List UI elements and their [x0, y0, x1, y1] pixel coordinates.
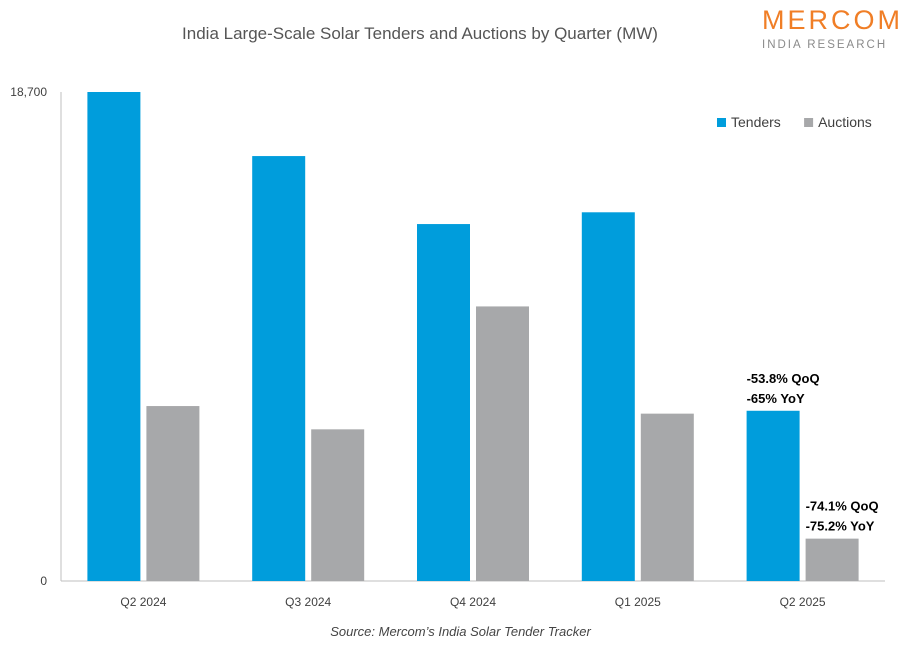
y-tick-label: 0 — [40, 574, 47, 588]
bar-tenders-q1-2025 — [581, 212, 635, 582]
annotation-label: -53.8% QoQ — [747, 371, 820, 386]
x-tick-label: Q2 2025 — [780, 595, 826, 609]
bar-tenders-q2-2025 — [746, 410, 800, 581]
x-tick-label: Q2 2024 — [120, 595, 166, 609]
bar-tenders-q2-2024 — [87, 92, 141, 581]
x-tick-label: Q1 2025 — [615, 595, 661, 609]
bar-auctions-q2-2025 — [805, 538, 859, 581]
legend-swatch-auctions — [804, 118, 814, 127]
x-tick-label: Q4 2024 — [450, 595, 496, 609]
bar-tenders-q3-2024 — [252, 156, 306, 582]
y-tick-label: 18,700 — [10, 85, 47, 99]
annotation-label: -75.2% YoY — [806, 519, 875, 534]
legend-swatch-tenders — [717, 118, 726, 127]
bar-auctions-q2-2024 — [146, 406, 200, 581]
mercom-logo: MERCOM INDIA RESEARCH — [762, 4, 902, 52]
legend-label-tenders: Tenders — [731, 114, 781, 130]
chart-title: India Large-Scale Solar Tenders and Auct… — [182, 24, 658, 43]
source-note: Source: Mercom’s India Solar Tender Trac… — [330, 624, 591, 639]
annotation-label: -65% YoY — [747, 391, 805, 406]
logo-tagline: INDIA RESEARCH — [762, 39, 888, 51]
x-tick-label: Q3 2024 — [285, 595, 331, 609]
bar-auctions-q3-2024 — [311, 429, 365, 581]
bar-auctions-q4-2024 — [476, 306, 529, 581]
legend-label-auctions: Auctions — [818, 114, 872, 130]
bar-auctions-q1-2025 — [640, 413, 694, 581]
annotation-label: -74.1% QoQ — [806, 499, 879, 514]
bar-tenders-q4-2024 — [417, 224, 470, 581]
logo-wordmark: MERCOM — [762, 5, 903, 35]
